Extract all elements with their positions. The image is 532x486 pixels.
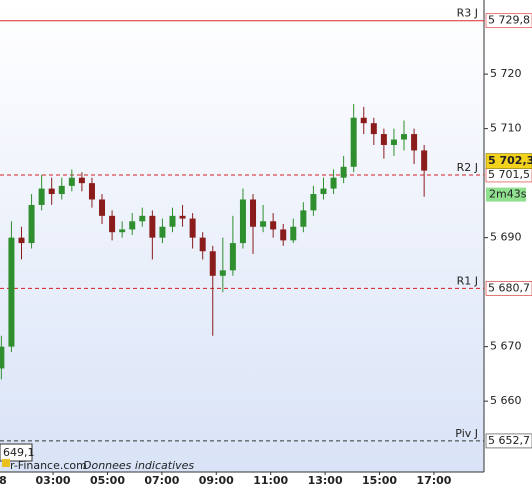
candle-body xyxy=(320,188,327,195)
y-tick-label: 5 690 xyxy=(490,231,522,244)
candle-body xyxy=(68,177,75,186)
note: Donnees indicatives xyxy=(83,459,194,472)
candle-body xyxy=(350,117,357,167)
candle-body xyxy=(330,177,337,189)
x-tick-label: 05:00 xyxy=(90,474,125,486)
candle-body xyxy=(421,150,428,171)
y-axis-area xyxy=(484,0,532,486)
level-label: 5 652,7 xyxy=(488,434,530,447)
x-tick-label: 17:00 xyxy=(416,474,451,486)
candle-body xyxy=(411,134,418,151)
last-price-label: 5 702,3 xyxy=(488,154,532,167)
candle-body xyxy=(401,134,408,140)
candle-body xyxy=(380,134,387,145)
x-axis-area xyxy=(0,472,484,486)
candle-body xyxy=(58,185,65,195)
candle-body xyxy=(109,215,116,233)
x-tick-label: 8 xyxy=(0,474,7,486)
candle-body xyxy=(0,346,5,369)
candle-body xyxy=(199,237,206,252)
level-label: 5 729,8 xyxy=(488,14,530,27)
candle-body xyxy=(310,194,317,211)
candle-body xyxy=(300,210,307,227)
candle-body xyxy=(229,243,236,271)
candle-body xyxy=(250,199,257,227)
candle-body xyxy=(219,270,226,276)
candle-body xyxy=(169,215,176,227)
candle-body xyxy=(179,215,186,219)
candle-body xyxy=(139,215,146,222)
level-name: R1 J xyxy=(457,274,478,287)
candle-body xyxy=(189,218,196,238)
level-name: Piv J xyxy=(455,427,478,440)
candle-body xyxy=(239,199,246,244)
candle-body xyxy=(129,221,136,230)
candle-body xyxy=(280,229,287,241)
level-box xyxy=(485,13,532,29)
cursor-label: 649,1 xyxy=(3,446,35,459)
cursor-box xyxy=(0,443,33,462)
y-tick-label: 5 670 xyxy=(490,340,522,353)
candle-body xyxy=(209,251,216,276)
level-label: 5 701,5 xyxy=(488,168,530,181)
x-tick-label: 15:00 xyxy=(362,474,397,486)
overlay: 649,1 r-Finance.com Donnees indicatives xyxy=(0,443,194,472)
candle-body xyxy=(340,166,347,178)
x-tick-label: 13:00 xyxy=(308,474,343,486)
candle-body xyxy=(360,117,367,124)
candle-body xyxy=(119,229,126,233)
candle-body xyxy=(149,215,156,238)
level-box xyxy=(485,433,532,449)
candle-body xyxy=(8,237,15,347)
last-price-box xyxy=(485,153,532,169)
candle-body xyxy=(370,123,377,135)
candle-body xyxy=(270,221,277,230)
candle-body xyxy=(28,204,35,244)
source: r-Finance.com xyxy=(10,459,87,472)
candle-body xyxy=(290,226,297,241)
level-name: R3 J xyxy=(457,7,478,20)
level-name: R2 J xyxy=(457,161,478,174)
countdown: 2m43s xyxy=(489,188,527,201)
candle-body xyxy=(48,188,55,195)
level-box xyxy=(485,281,532,296)
logo xyxy=(2,459,10,467)
y-tick-label: 5 660 xyxy=(490,394,522,407)
level-label: 5 680,7 xyxy=(488,281,530,294)
candle-body xyxy=(78,177,85,184)
candle-body xyxy=(18,237,25,244)
x-tick-label: 03:00 xyxy=(36,474,71,486)
countdown-box xyxy=(486,187,526,202)
y-tick-label: 5 710 xyxy=(490,122,522,135)
candle-body xyxy=(38,188,45,205)
candle-body xyxy=(88,183,95,200)
x-tick-label: 09:00 xyxy=(199,474,234,486)
marks: 5 660 5 670 5 690 5 710 5 720 8 03:00 05:00 07:0… xyxy=(0,7,532,486)
candle-body xyxy=(99,199,106,216)
y-tick-label: 5 720 xyxy=(490,67,522,80)
candle-body xyxy=(159,226,166,238)
x-tick-label: 11:00 xyxy=(253,474,288,486)
x-tick-label: 07:00 xyxy=(144,474,179,486)
candle-body xyxy=(390,139,397,145)
candle-body xyxy=(260,221,267,227)
